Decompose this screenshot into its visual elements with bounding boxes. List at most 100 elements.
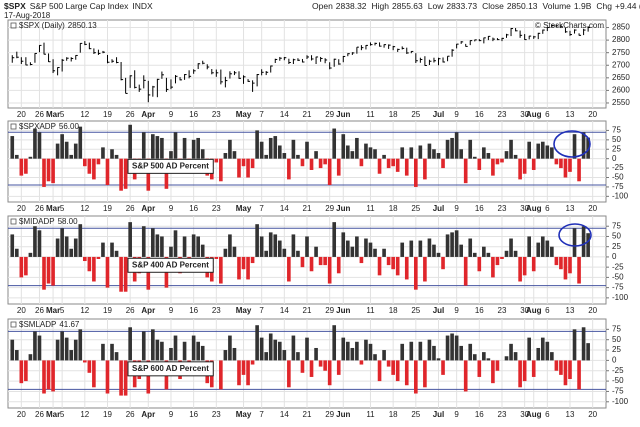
x-tick-label: 18 xyxy=(389,110,398,119)
bar xyxy=(518,256,522,282)
x-tick-label: 16 xyxy=(189,410,198,419)
x-tick-label: 20 xyxy=(17,110,26,119)
x-tick-label: Aug xyxy=(526,410,542,419)
bar xyxy=(323,256,327,266)
x-tick-label: 16 xyxy=(475,410,484,419)
bar xyxy=(51,360,55,392)
x-tick-label: 30 xyxy=(520,410,529,419)
bar xyxy=(445,139,450,159)
x-tick-label: 30 xyxy=(520,110,529,119)
bar xyxy=(264,250,269,257)
quote-value: 2855.63 xyxy=(392,1,423,11)
x-tick-label: 29 xyxy=(325,306,334,315)
y-tick-label: 75 xyxy=(612,126,621,135)
x-tick-label: 19 xyxy=(103,306,112,315)
bar xyxy=(155,339,160,361)
bar xyxy=(477,158,482,170)
bar xyxy=(409,240,414,257)
y-tick-label: 25 xyxy=(612,242,621,251)
bar xyxy=(300,360,305,373)
bar xyxy=(500,256,504,259)
x-tick-label: 26 xyxy=(126,306,135,315)
bar xyxy=(486,358,491,361)
legend: $SPX (Daily) 2850.13 xyxy=(19,21,97,30)
bar xyxy=(454,230,459,257)
bar xyxy=(513,154,518,159)
bar xyxy=(241,256,246,270)
x-tick-label: Apr xyxy=(141,410,155,419)
bar xyxy=(459,345,463,361)
bar xyxy=(196,341,200,361)
bar xyxy=(282,248,287,257)
bar xyxy=(327,360,332,386)
legend: $MIDADP 58.00 xyxy=(19,217,78,226)
bar xyxy=(404,360,409,386)
bar xyxy=(414,256,418,290)
credit: © StockCharts.com xyxy=(535,21,604,30)
bar xyxy=(536,242,541,257)
x-tick-label: 9 xyxy=(169,306,174,315)
bar xyxy=(445,335,450,361)
x-tick-label: 21 xyxy=(303,204,312,213)
y-tick-label: -25 xyxy=(612,366,624,375)
bar xyxy=(191,139,196,159)
x-tick-label: Jun xyxy=(336,110,350,119)
bar xyxy=(463,256,468,286)
bar xyxy=(568,360,572,380)
y-tick-label: 2800 xyxy=(612,35,630,44)
y-tick-label: -25 xyxy=(612,262,624,271)
bar xyxy=(468,343,473,361)
bar xyxy=(87,360,92,373)
bar xyxy=(55,238,60,257)
x-tick-label: May xyxy=(236,204,252,213)
bar xyxy=(318,360,323,367)
x-tick-label: 26 xyxy=(126,204,135,213)
bar xyxy=(332,222,337,257)
bar xyxy=(78,126,83,159)
bar xyxy=(377,158,382,174)
bar xyxy=(345,145,350,159)
bar xyxy=(291,234,296,257)
y-tick-label: -75 xyxy=(612,283,624,292)
bar xyxy=(191,335,196,361)
x-tick-label: 25 xyxy=(411,110,420,119)
bar xyxy=(232,246,237,257)
y-tick-label: 2750 xyxy=(612,48,630,57)
bar xyxy=(287,158,291,180)
bar xyxy=(33,226,37,257)
legend-name: $MIDADP xyxy=(19,217,55,226)
bar xyxy=(96,158,101,165)
bar xyxy=(382,248,386,257)
x-tick-label: Jul xyxy=(433,204,445,213)
x-tick-label: 9 xyxy=(454,110,459,119)
bar xyxy=(432,244,436,257)
y-tick-label: 75 xyxy=(612,221,621,230)
annotation-box xyxy=(127,361,214,377)
quote-value: +9.44 (+0.33%) xyxy=(615,1,640,11)
bar xyxy=(450,137,454,159)
bar xyxy=(300,256,305,268)
bar xyxy=(450,232,454,257)
bar xyxy=(368,343,373,361)
x-tick-label: 25 xyxy=(411,306,420,315)
bar xyxy=(504,250,509,257)
bar xyxy=(482,147,486,159)
annotation: S&P 400 AD Percent xyxy=(132,260,209,269)
x-tick-label: 23 xyxy=(498,306,507,315)
bar xyxy=(259,141,264,159)
bar xyxy=(24,360,28,382)
bar xyxy=(314,347,318,361)
bar xyxy=(436,252,441,257)
x-tick-label: 20 xyxy=(17,204,26,213)
bar xyxy=(28,354,33,361)
y-tick-label: 25 xyxy=(612,345,621,354)
x-tick-label: 5 xyxy=(60,110,65,119)
bar xyxy=(345,240,350,257)
bar xyxy=(300,158,305,167)
bar xyxy=(241,158,246,167)
bar xyxy=(377,360,382,382)
bar xyxy=(51,256,55,286)
bar xyxy=(255,130,259,159)
bar xyxy=(395,256,400,276)
x-tick-label: Apr xyxy=(141,110,155,119)
